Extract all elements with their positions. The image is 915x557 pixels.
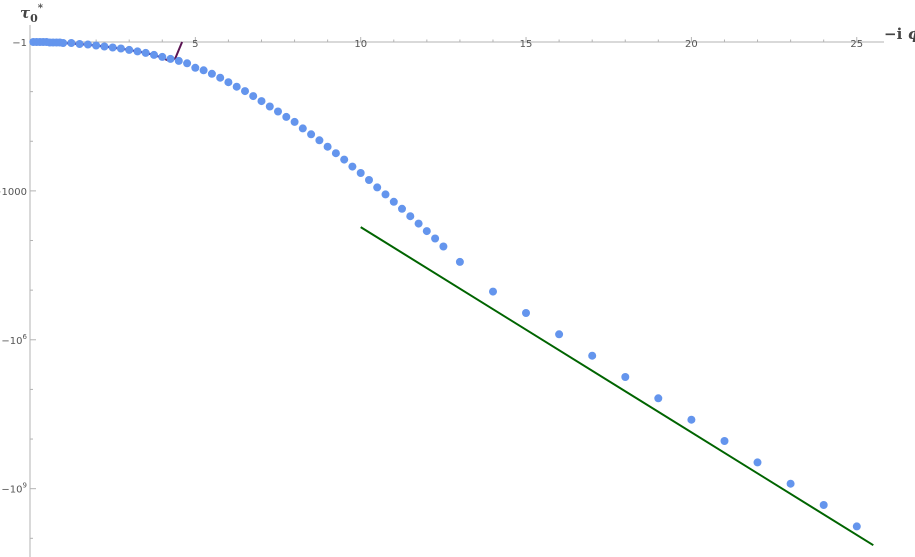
y-tick-label-exponent: 9: [23, 482, 27, 490]
y-tick-label-base: −1: [12, 38, 27, 49]
scatter-point: [100, 42, 109, 51]
scatter-point: [340, 155, 349, 164]
x-tick-label: 10: [354, 39, 367, 50]
series-asymptote-line: [360, 226, 874, 547]
x-tick-labels: 5 10 15 20 25: [192, 39, 863, 50]
y-axis-title-superscript: *: [38, 3, 44, 14]
scatter-point: [654, 394, 663, 403]
scatter-point: [455, 257, 464, 266]
scatter-point: [174, 56, 183, 65]
y-axis-title: τ0*: [20, 3, 44, 25]
scatter-point: [75, 40, 84, 48]
scatter-point: [439, 242, 448, 251]
scatter-point: [365, 176, 373, 184]
x-axis-title-symbol: ϕ: [908, 25, 915, 43]
scatter-point: [323, 142, 332, 151]
scatter-point: [216, 73, 225, 82]
scatter-point: [555, 330, 564, 339]
scatter-series: [29, 38, 861, 531]
scatter-point: [265, 102, 274, 111]
scatter-point: [158, 52, 167, 61]
scatter-point: [241, 87, 249, 96]
scatter-point: [59, 39, 68, 47]
scatter-point: [819, 501, 828, 509]
scatter-point: [489, 287, 497, 296]
scatter-point: [298, 124, 307, 133]
scatter-point: [290, 117, 299, 126]
scatter-point: [224, 78, 233, 87]
scatter-point: [150, 50, 158, 59]
scatter-point: [381, 190, 390, 199]
y-tick-label-base: −1000: [0, 187, 27, 198]
scatter-point: [687, 415, 696, 424]
y-axis-title-subscript: 0: [30, 12, 38, 25]
scatter-point: [621, 373, 630, 381]
y-tick-label: −1: [12, 38, 27, 49]
scatter-point: [249, 92, 258, 101]
scatter-point: [356, 169, 365, 177]
scatter-point: [431, 234, 440, 243]
x-tick-label: 5: [192, 39, 198, 50]
scatter-point: [331, 149, 340, 158]
scatter-point: [83, 40, 92, 49]
scatter-point: [141, 48, 150, 57]
y-major-ticks: [30, 41, 36, 490]
y-tick-labels: −1−1000−106−109: [0, 38, 28, 496]
scatter-point: [414, 219, 423, 228]
x-axis-title: −i ϕ: [884, 25, 915, 43]
x-tick-label: 15: [520, 39, 533, 50]
scatter-point: [133, 47, 142, 56]
y-axis-title-symbol: τ: [20, 4, 31, 22]
scatter-point: [232, 82, 241, 91]
scatter-point: [389, 197, 398, 206]
scatter-point: [588, 351, 597, 360]
scatter-point: [199, 66, 208, 75]
y-tick-label-base: −10: [1, 485, 22, 496]
scatter-point: [166, 54, 175, 63]
scatter-point: [852, 522, 861, 531]
scatter-point: [207, 69, 216, 78]
x-major-ticks: [194, 37, 858, 42]
scatter-point: [282, 112, 291, 121]
x-tick-label: 25: [850, 39, 863, 50]
y-tick-label-base: −10: [1, 336, 22, 347]
x-tick-label: 20: [685, 39, 698, 50]
y-tick-label: −1000: [0, 187, 27, 198]
scatter-point: [315, 136, 324, 145]
scatter-point: [422, 227, 431, 236]
scatter-point: [191, 63, 200, 72]
scatter-point: [307, 130, 316, 139]
scatter-point: [257, 97, 266, 106]
series-lines: [33, 40, 874, 547]
y-tick-label: −106: [1, 333, 27, 347]
scatter-point: [348, 162, 357, 171]
scatter-point: [522, 309, 530, 317]
scatter-point: [125, 45, 134, 54]
scatter-point: [183, 59, 192, 68]
scatter-point: [720, 437, 729, 445]
y-tick-label-exponent: 6: [23, 333, 28, 341]
scatter-point: [406, 212, 415, 221]
scatter-point: [92, 41, 101, 50]
y-tick-label: −109: [1, 482, 27, 496]
scatter-point: [753, 458, 762, 467]
scatter-point: [116, 44, 125, 53]
scatter-point: [108, 43, 117, 52]
scatter-point: [398, 204, 406, 213]
scatter-point: [786, 479, 795, 488]
scatter-point: [67, 39, 76, 47]
scatter-point: [373, 183, 382, 192]
scatter-point: [274, 107, 282, 116]
x-axis-title-prefix: −i: [884, 25, 903, 43]
